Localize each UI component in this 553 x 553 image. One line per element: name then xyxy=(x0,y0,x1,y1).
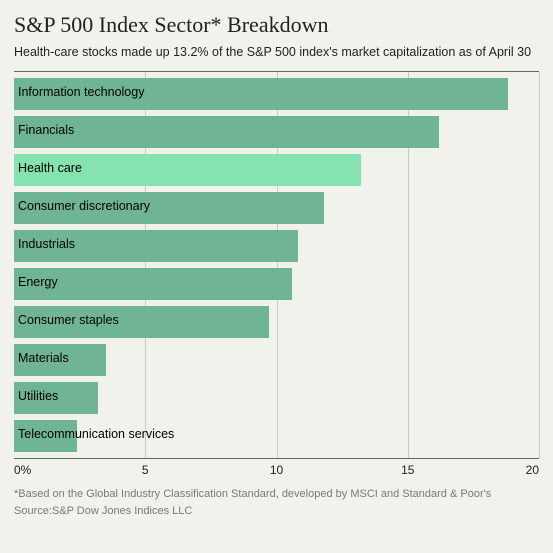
bar-label: Health care xyxy=(18,161,82,175)
bar-label: Information technology xyxy=(18,85,144,99)
footnote-source: Source:S&P Dow Jones Indices LLC xyxy=(14,504,539,519)
x-tick-label: 15 xyxy=(401,463,414,477)
bar-row: Telecommunication services xyxy=(14,420,539,452)
x-tick-label: 10 xyxy=(270,463,283,477)
bar-row: Information technology xyxy=(14,78,539,110)
bar-label: Utilities xyxy=(18,389,58,403)
bar-row: Consumer staples xyxy=(14,306,539,338)
bar-label: Consumer discretionary xyxy=(18,199,150,213)
chart-subtitle: Health-care stocks made up 13.2% of the … xyxy=(14,44,539,61)
bar-row: Energy xyxy=(14,268,539,300)
bar-row: Consumer discretionary xyxy=(14,192,539,224)
bar-label: Industrials xyxy=(18,237,75,251)
bar-row: Industrials xyxy=(14,230,539,262)
bar-row: Materials xyxy=(14,344,539,376)
x-tick-label: 0% xyxy=(14,463,31,477)
chart-title: S&P 500 Index Sector* Breakdown xyxy=(14,12,539,38)
bar-row: Utilities xyxy=(14,382,539,414)
bar xyxy=(14,116,439,148)
gridline xyxy=(539,72,540,458)
bar-row: Financials xyxy=(14,116,539,148)
chart-container: Information technology Financials Health c… xyxy=(14,65,539,485)
bar-label: Materials xyxy=(18,351,69,365)
footnote-classification: *Based on the Global Industry Classifica… xyxy=(14,487,539,502)
bar-label: Energy xyxy=(18,275,58,289)
x-tick-label: 5 xyxy=(142,463,149,477)
x-tick-label: 20 xyxy=(526,463,539,477)
bar-label: Financials xyxy=(18,123,74,137)
bar-row: Health care xyxy=(14,154,539,186)
plot-area: Information technology Financials Health c… xyxy=(14,71,539,459)
bar-label: Telecommunication services xyxy=(18,427,174,441)
bar-label: Consumer staples xyxy=(18,313,119,327)
x-axis: 0% 5 10 15 20 xyxy=(14,461,539,479)
